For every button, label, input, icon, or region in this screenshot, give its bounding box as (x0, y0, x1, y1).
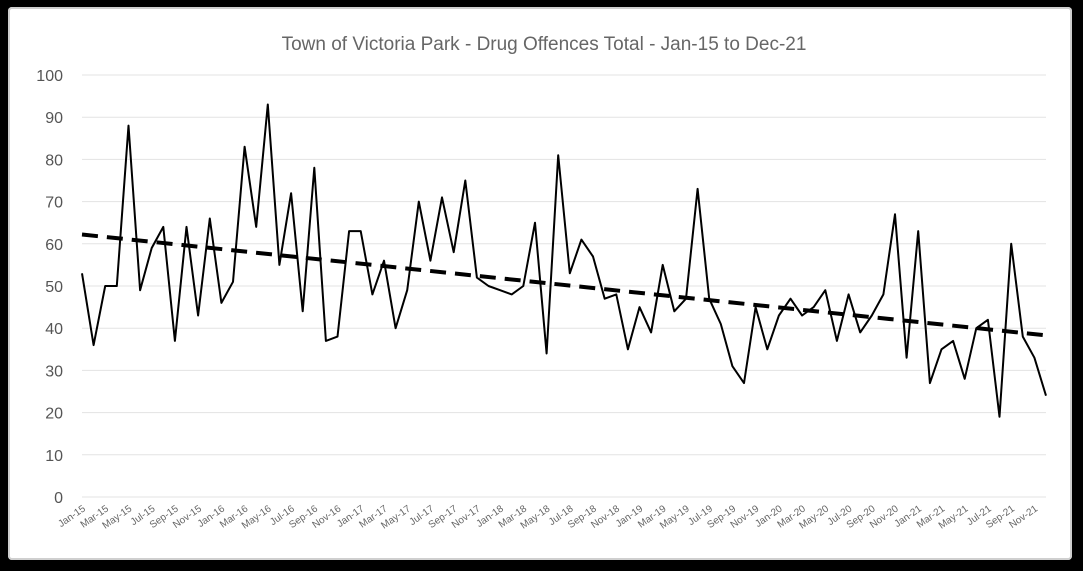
y-tick-label: 100 (36, 68, 63, 85)
y-tick-label: 30 (45, 363, 63, 380)
y-tick-label: 10 (45, 448, 63, 465)
y-tick-label: 0 (54, 490, 63, 507)
y-tick-label: 40 (45, 321, 63, 338)
series-line (81, 103, 1047, 418)
y-tick-label: 80 (45, 152, 63, 169)
trend-layer (81, 232, 1047, 338)
y-tick-label: 20 (45, 406, 63, 423)
chart-title: Town of Victoria Park - Drug Offences To… (282, 34, 807, 55)
y-tick-label: 90 (45, 110, 63, 127)
x-axis-ticks: Jan-15Mar-15May-15Jul-15Sep-15Nov-15Jan-… (56, 503, 1040, 531)
y-tick-label: 70 (45, 195, 63, 212)
trend-line (81, 232, 1047, 338)
y-tick-label: 60 (45, 237, 63, 254)
series-layer (81, 103, 1047, 418)
y-tick-label: 50 (45, 279, 63, 296)
y-axis-ticks: 0 10 20 30 40 50 60 70 80 90 100 (36, 68, 63, 507)
